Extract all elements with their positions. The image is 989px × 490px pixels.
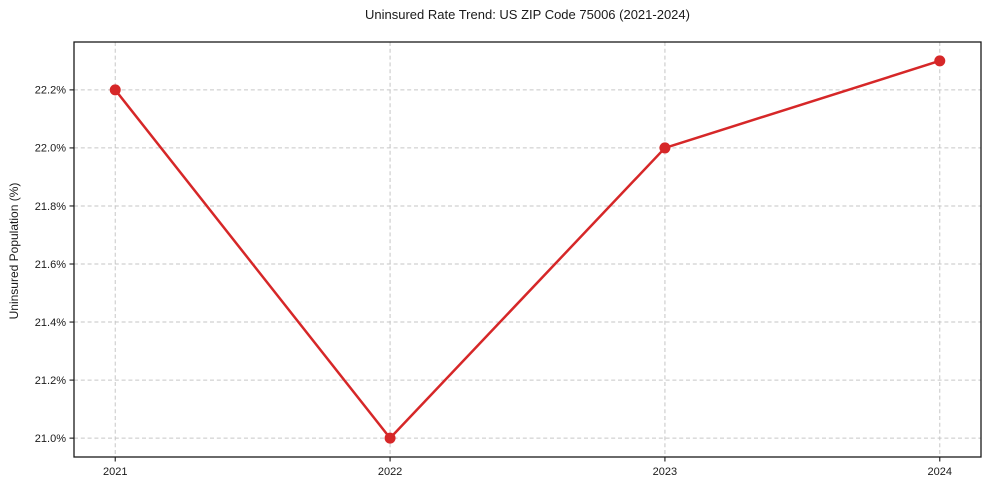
y-tick-label: 22.2% bbox=[35, 85, 66, 97]
data-point bbox=[384, 432, 396, 444]
x-tick-label: 2024 bbox=[928, 466, 952, 478]
y-tick-label: 21.8% bbox=[35, 201, 66, 213]
trend-line bbox=[113, 59, 942, 440]
y-tick-label: 21.2% bbox=[35, 375, 66, 387]
x-tick-label: 2023 bbox=[653, 466, 677, 478]
y-tick-label: 21.4% bbox=[35, 317, 66, 329]
y-tick-label: 22.0% bbox=[35, 143, 66, 155]
chart-title: Uninsured Rate Trend: US ZIP Code 75006 … bbox=[365, 7, 690, 22]
y-tick-label: 21.0% bbox=[35, 433, 66, 445]
data-point bbox=[109, 84, 121, 96]
x-tick-label: 2022 bbox=[378, 466, 402, 478]
x-tick-label: 2021 bbox=[103, 466, 127, 478]
plot-border bbox=[73, 41, 982, 458]
data-point bbox=[659, 142, 671, 154]
y-tick-label: 21.6% bbox=[35, 259, 66, 271]
data-point bbox=[934, 55, 946, 67]
